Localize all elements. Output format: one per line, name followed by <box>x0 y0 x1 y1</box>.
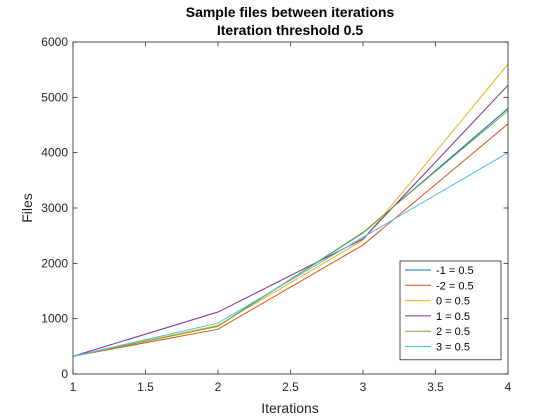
plot-border <box>72 41 509 375</box>
y-tick-label-1: 1000 <box>41 312 68 326</box>
x-tick-label-5: 3.5 <box>427 380 444 394</box>
x-tick-label-3: 2.5 <box>282 380 299 394</box>
series-line-5 <box>72 152 509 357</box>
series-line-4 <box>72 110 509 357</box>
chart-title-line-2: Iteration threshold 0.5 <box>217 22 363 38</box>
legend-entry-4: 2 = 0.5 <box>436 326 470 338</box>
x-tick-label-0: 1 <box>70 380 77 394</box>
x-axis-label: Iterations <box>261 400 319 416</box>
x-tick-label-2: 2 <box>215 380 222 394</box>
y-tick-label-3: 3000 <box>41 201 68 215</box>
x-tick-label-6: 4 <box>505 380 512 394</box>
axis-tick-labels: 1 1.5 2 2.5 3 3.5 4 0 1000 2000 3000 4000 5000 6000 <box>41 35 511 394</box>
y-tick-label-2: 2000 <box>41 256 68 270</box>
legend-entry-5: 3 = 0.5 <box>436 342 470 354</box>
legend-entry-3: 1 = 0.5 <box>436 311 470 323</box>
y-axis-label: Files <box>19 193 35 223</box>
series-line-1 <box>72 123 509 357</box>
legend-box <box>399 260 502 361</box>
series-lines <box>72 63 509 357</box>
series-line-3 <box>72 84 509 357</box>
y-tick-label-0: 0 <box>61 367 68 381</box>
y-tick-label-6: 6000 <box>41 35 68 49</box>
x-tick-label-4: 3 <box>360 380 367 394</box>
legend-entry-0: -1 = 0.5 <box>436 265 474 277</box>
legend: -1 = 0.5 -2 = 0.5 0 = 0.5 1 = 0.5 2 = 0.5 3 =… <box>399 260 502 361</box>
series-line-2 <box>72 63 509 357</box>
legend-entry-2: 0 = 0.5 <box>436 296 470 308</box>
x-tick-label-1: 1.5 <box>137 380 154 394</box>
chart-title-line-1: Sample files between iterations <box>186 4 395 20</box>
y-tick-label-4: 4000 <box>41 146 68 160</box>
y-tick-label-5: 5000 <box>41 90 68 104</box>
legend-entry-1: -2 = 0.5 <box>436 280 474 292</box>
